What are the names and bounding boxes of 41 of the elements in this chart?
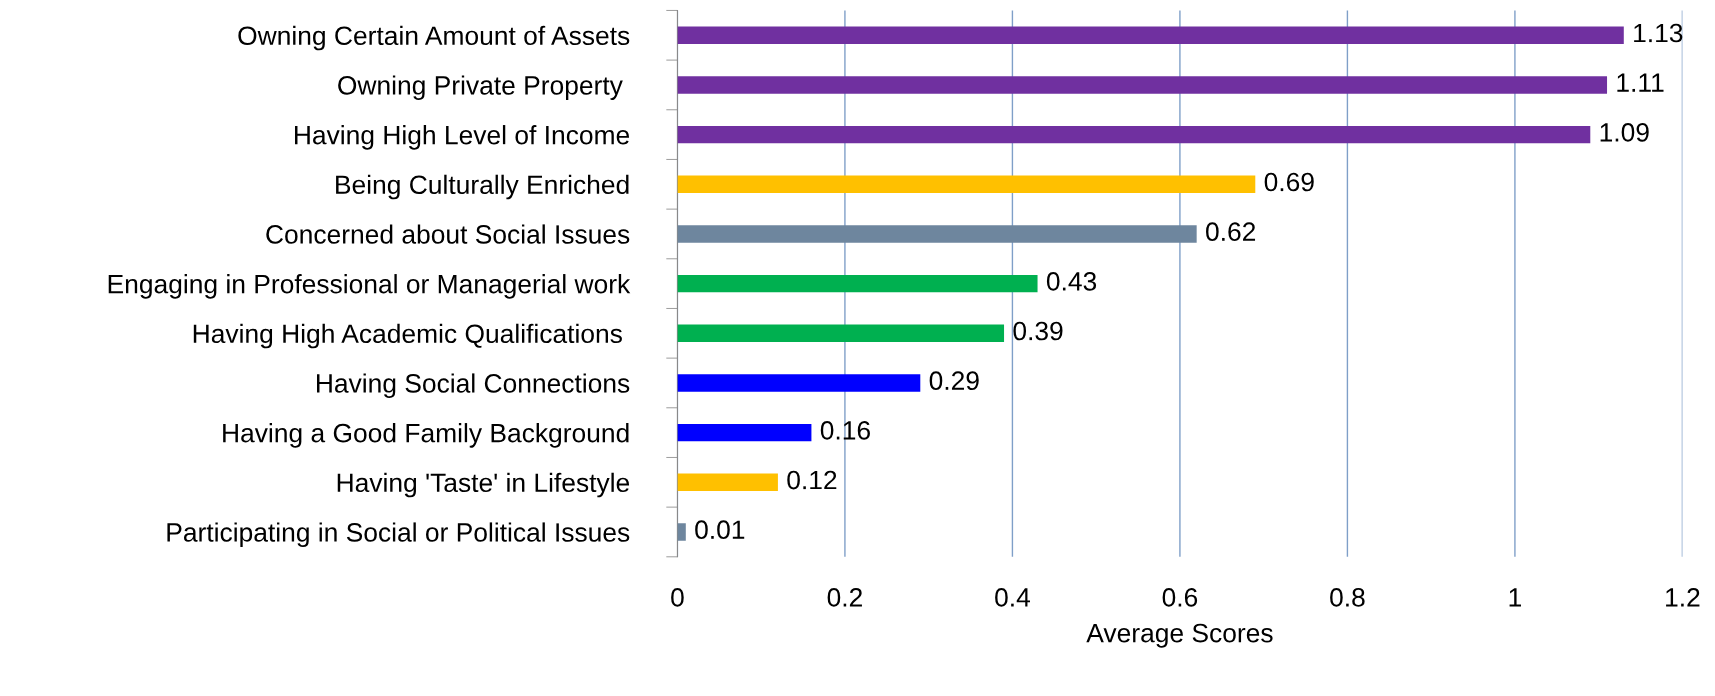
data-label: 1.13	[1634, 23, 1683, 43]
y-tick-label: Being Culturally Enriched	[336, 174, 629, 200]
bar	[677, 274, 1038, 293]
x-tick-label: 1	[1509, 588, 1521, 607]
y-tick-label: Participating in Social or Political Issues	[167, 522, 630, 547]
y-tick-label: Having High Academic Qualifications	[193, 323, 622, 349]
y-tick-label: Having 'Taste' in Lifestyle	[337, 472, 630, 498]
y-tick-label: Owning Private Property	[338, 75, 623, 100]
bar	[677, 374, 921, 392]
y-tick-label: Having High Level of Income	[295, 125, 630, 150]
x-tick-label: 1.2	[1666, 588, 1700, 607]
x-tick-label: 0.8	[1330, 588, 1365, 607]
bar	[677, 76, 1608, 94]
x-tick-label: 0.2	[827, 588, 862, 607]
y-tick-label: Concerned about Social Issues	[266, 224, 630, 244]
bar	[677, 26, 1624, 44]
x-tick-label: 0.4	[995, 588, 1030, 607]
y-tick-label: Engaging in Professional or Managerial work	[108, 274, 631, 299]
x-axis-title: Average Scores	[1086, 623, 1273, 648]
y-tick-label: Owning Certain Amount of Assets	[238, 25, 630, 51]
data-label: 0.01	[695, 520, 745, 540]
data-label: 0.69	[1264, 172, 1314, 192]
bar	[677, 175, 1256, 193]
bar	[677, 225, 1197, 243]
bar	[677, 523, 686, 541]
bar	[677, 423, 812, 442]
data-label: 0.62	[1206, 222, 1256, 242]
data-label: 0.29	[929, 371, 979, 391]
data-label: 1.11	[1617, 73, 1664, 92]
data-label: 0.43	[1046, 272, 1097, 291]
x-tick-label: 0	[671, 588, 684, 607]
y-tick-label: Having a Good Family Background	[223, 423, 629, 448]
data-label: 0.12	[787, 470, 837, 490]
data-label: 1.09	[1600, 123, 1649, 142]
data-label: 0.16	[820, 421, 870, 440]
bar	[677, 324, 1005, 342]
data-label: 0.39	[1013, 321, 1063, 341]
y-tick-label: Having Social Connections	[317, 373, 630, 398]
bar	[677, 125, 1591, 144]
x-tick-label: 0.6	[1162, 588, 1198, 607]
bar	[677, 473, 778, 491]
